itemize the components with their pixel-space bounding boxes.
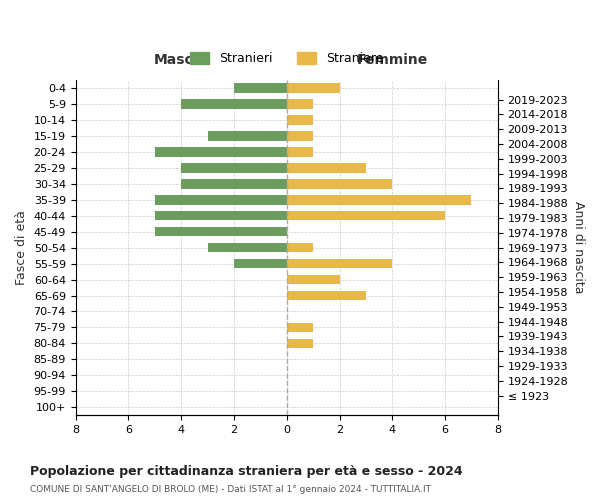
Bar <box>287 290 366 300</box>
Bar <box>181 179 287 188</box>
Text: Femmine: Femmine <box>356 53 428 67</box>
Bar <box>287 115 313 124</box>
Text: COMUNE DI SANT'ANGELO DI BROLO (ME) - Dati ISTAT al 1° gennaio 2024 - TUTTITALIA: COMUNE DI SANT'ANGELO DI BROLO (ME) - Da… <box>30 485 431 494</box>
Bar <box>234 259 287 268</box>
Bar <box>287 99 313 108</box>
Bar <box>287 259 392 268</box>
Legend: Stranieri, Straniere: Stranieri, Straniere <box>184 46 390 72</box>
Bar <box>287 147 313 156</box>
Y-axis label: Anni di nascita: Anni di nascita <box>572 202 585 294</box>
Bar <box>287 83 340 92</box>
Bar <box>287 163 366 172</box>
Bar <box>155 147 287 156</box>
Bar <box>287 243 313 252</box>
Bar <box>155 211 287 220</box>
Bar <box>181 163 287 172</box>
Bar <box>155 195 287 204</box>
Bar <box>155 227 287 236</box>
Bar <box>287 179 392 188</box>
Bar <box>287 195 472 204</box>
Bar <box>234 83 287 92</box>
Y-axis label: Fasce di età: Fasce di età <box>15 210 28 285</box>
Bar <box>181 99 287 108</box>
Text: Maschi: Maschi <box>154 53 208 67</box>
Bar <box>287 338 313 348</box>
Bar <box>287 275 340 284</box>
Text: Popolazione per cittadinanza straniera per età e sesso - 2024: Popolazione per cittadinanza straniera p… <box>30 465 463 478</box>
Bar <box>287 322 313 332</box>
Bar <box>287 131 313 140</box>
Bar <box>208 131 287 140</box>
Bar <box>287 211 445 220</box>
Bar <box>208 243 287 252</box>
